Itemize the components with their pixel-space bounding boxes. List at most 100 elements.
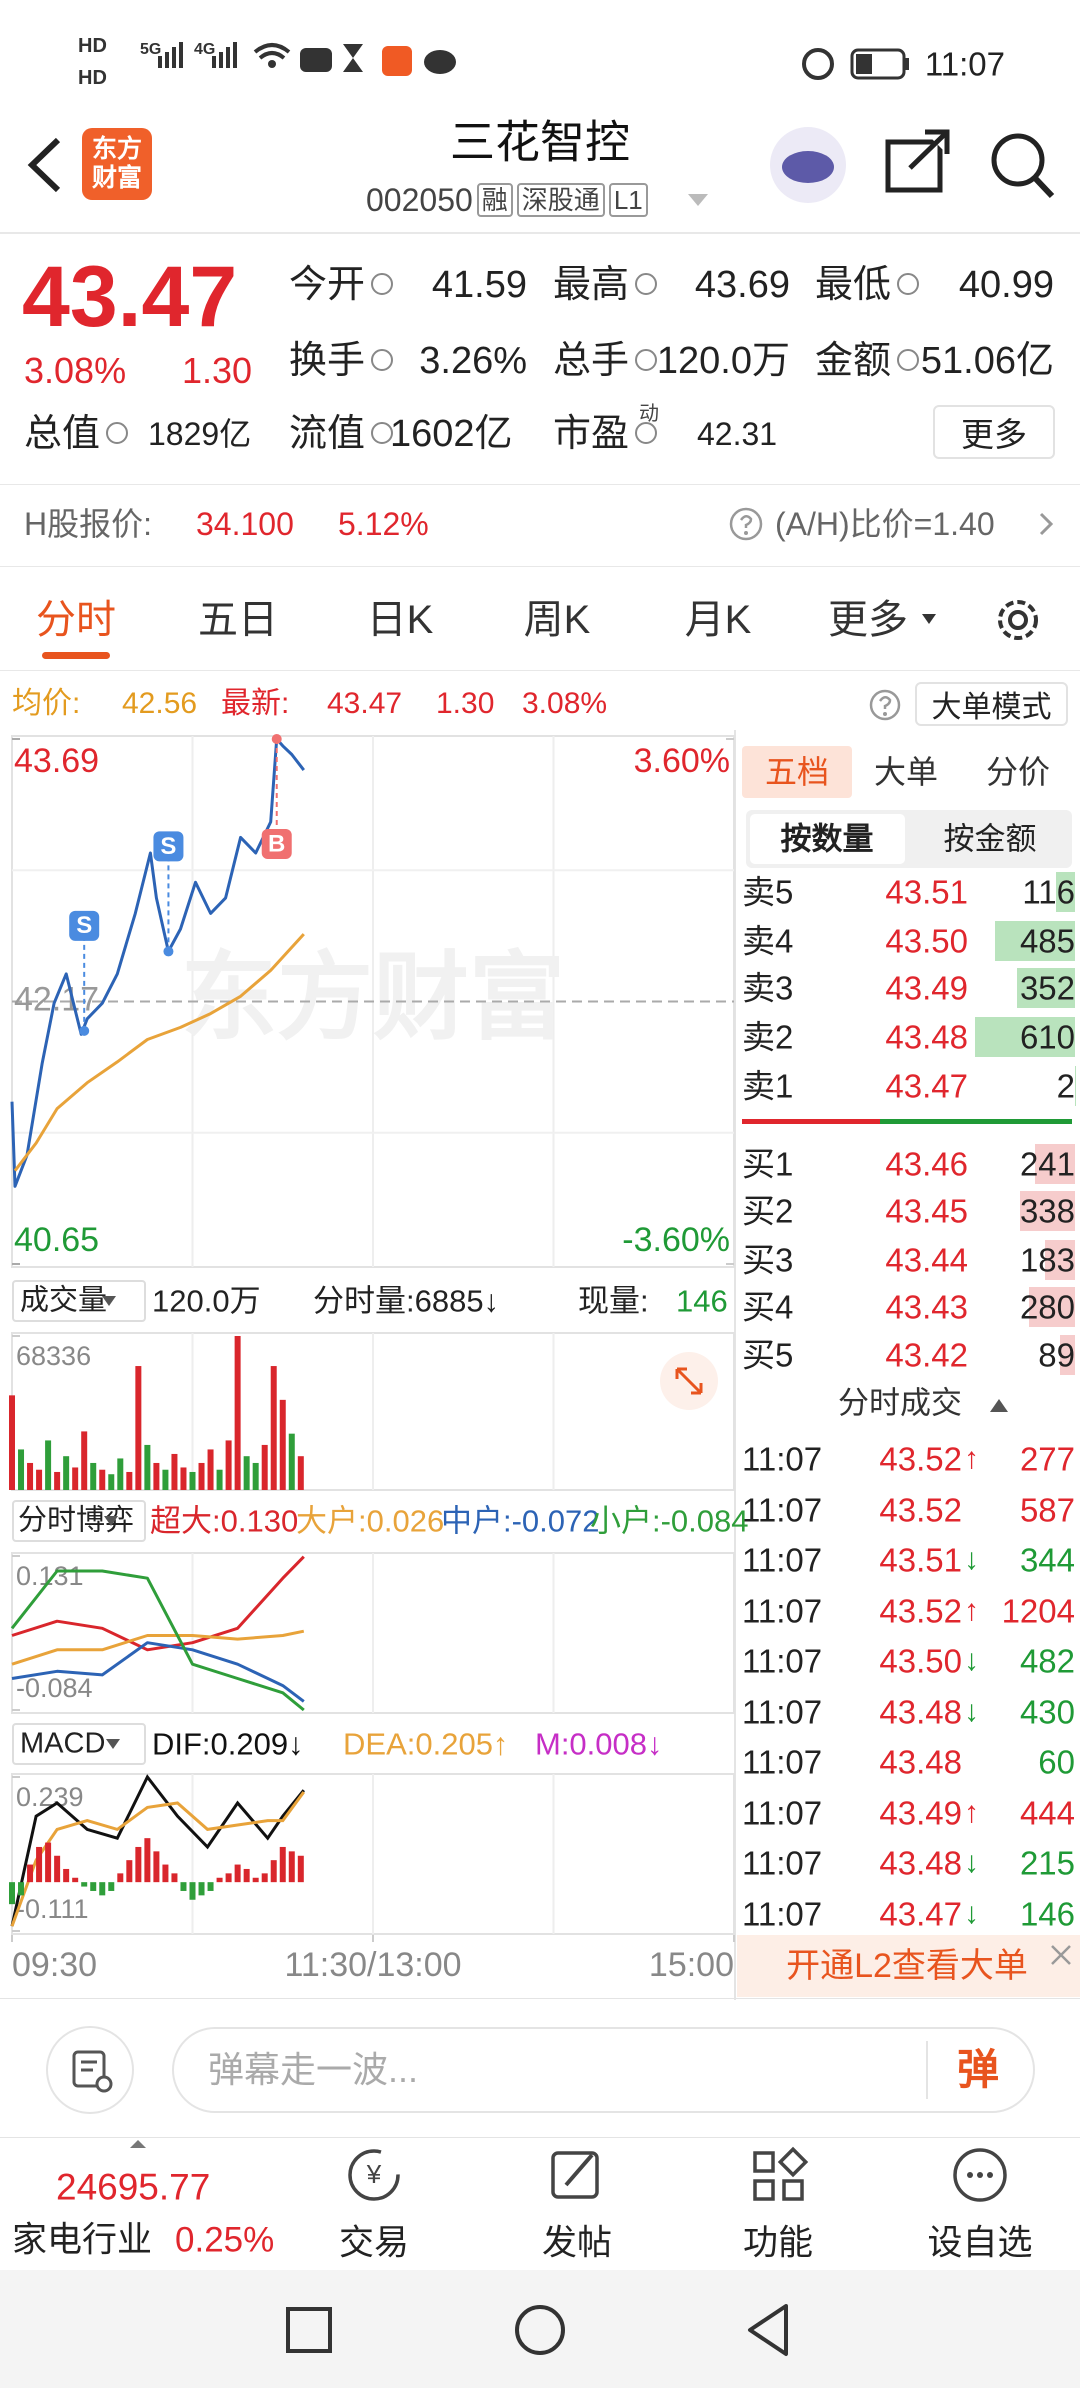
ask-ratio bbox=[880, 1119, 1072, 1124]
help-icon[interactable] bbox=[868, 688, 902, 722]
field-label: 金额 bbox=[815, 340, 892, 382]
home[interactable] bbox=[515, 2305, 565, 2355]
depth-label: 买3 bbox=[742, 1241, 794, 1279]
tab[interactable]: 周K bbox=[523, 598, 591, 642]
tab[interactable]: 日K bbox=[366, 598, 434, 642]
comment-input[interactable] bbox=[172, 2027, 1035, 2113]
nav-item[interactable]: 功能 bbox=[742, 2223, 814, 2263]
field-label: 换手 bbox=[289, 340, 366, 382]
trade-arrow: ↑ bbox=[964, 1442, 979, 1475]
tab[interactable]: 分时 bbox=[36, 598, 116, 642]
info-icon[interactable] bbox=[897, 273, 919, 295]
indicator-value: 146 bbox=[676, 1283, 728, 1319]
field-value: 43.69 bbox=[694, 264, 790, 306]
macd-bar bbox=[18, 1882, 25, 1896]
trade-time: 11:07 bbox=[742, 1844, 823, 1882]
macd-bar bbox=[180, 1882, 187, 1891]
recent-apps[interactable] bbox=[286, 2307, 332, 2353]
latest-price: 43.47 bbox=[327, 687, 403, 720]
tab[interactable]: 更多 bbox=[828, 598, 908, 642]
close-banner[interactable] bbox=[1048, 1942, 1074, 1968]
info-icon[interactable] bbox=[371, 422, 393, 444]
trade-arrow: ↓ bbox=[964, 1644, 979, 1677]
depth-price: 43.43 bbox=[885, 1288, 968, 1326]
chart-frame bbox=[11, 1773, 735, 1935]
trade-volume: 430 bbox=[1019, 1693, 1075, 1730]
share-button[interactable] bbox=[885, 139, 943, 193]
barrage-button[interactable]: 弹 bbox=[956, 2046, 1000, 2093]
indicator-value: DEA:0.205↑ bbox=[343, 1726, 509, 1762]
industry-pct: 0.25% bbox=[175, 2220, 275, 2260]
barrage-settings[interactable] bbox=[46, 2026, 134, 2114]
big-order-mode[interactable]: 大单模式 bbox=[915, 682, 1068, 726]
index-value[interactable]: 24695.77 bbox=[56, 2166, 211, 2208]
system-nav bbox=[0, 2270, 1080, 2388]
l2-link[interactable]: 开通L2查看大单 bbox=[786, 1947, 1028, 1985]
chevron[interactable] bbox=[1036, 510, 1056, 538]
more-dropdown[interactable] bbox=[920, 612, 938, 626]
depth-price: 43.45 bbox=[885, 1192, 968, 1230]
field-value: 1829亿 bbox=[148, 416, 252, 452]
l2-banner[interactable] bbox=[737, 1935, 1080, 1997]
indicator-select[interactable] bbox=[12, 1723, 146, 1765]
macd-bar bbox=[9, 1882, 15, 1905]
indicator-select[interactable] bbox=[12, 1280, 146, 1322]
info-icon[interactable] bbox=[106, 422, 128, 444]
info-icon[interactable] bbox=[635, 273, 657, 295]
info-icon[interactable] bbox=[371, 273, 393, 295]
y-tick-label: 68336 bbox=[16, 1341, 91, 1371]
depth-price: 43.47 bbox=[885, 1067, 968, 1105]
field-label: 流值 bbox=[289, 413, 366, 455]
volume-bar bbox=[117, 1458, 124, 1490]
back-button[interactable] bbox=[27, 137, 61, 193]
info-icon[interactable] bbox=[371, 349, 393, 371]
series-line bbox=[10, 737, 305, 1188]
field-value: 120.0万 bbox=[656, 340, 790, 382]
tab[interactable]: 五日 bbox=[198, 598, 278, 642]
more-button[interactable]: 更多 bbox=[933, 405, 1055, 459]
help-icon[interactable] bbox=[728, 506, 764, 542]
panel-subtab[interactable]: 按数量 bbox=[780, 821, 874, 857]
settings-button[interactable] bbox=[990, 592, 1046, 648]
panel-tab[interactable]: 大单 bbox=[873, 754, 939, 790]
indicator-select[interactable] bbox=[12, 1500, 146, 1542]
tab[interactable]: 月K bbox=[684, 598, 752, 642]
series-line bbox=[10, 1569, 305, 1712]
depth-price: 43.42 bbox=[885, 1336, 968, 1374]
panel-subtab[interactable]: 按金额 bbox=[943, 821, 1037, 857]
indicator-value: 中户:-0.072 bbox=[441, 1503, 600, 1539]
trade-volume: 215 bbox=[1019, 1844, 1075, 1882]
trade-arrow: ↓ bbox=[964, 1694, 979, 1728]
depth-volume: 116 bbox=[1022, 873, 1075, 911]
info-icon[interactable] bbox=[897, 349, 919, 371]
field-label: 市盈 bbox=[553, 413, 630, 455]
nav-item[interactable]: 交易 bbox=[338, 2223, 410, 2263]
volume-bar bbox=[243, 1456, 250, 1490]
latest-change: 1.30 bbox=[436, 687, 495, 720]
change: 1.30 bbox=[182, 350, 253, 391]
trade-price: 43.52 bbox=[879, 1440, 962, 1478]
volume-bar bbox=[9, 1395, 15, 1490]
depth-price: 43.51 bbox=[885, 873, 968, 911]
nav-item[interactable]: 发帖 bbox=[541, 2223, 613, 2263]
expand-icon bbox=[675, 1367, 703, 1395]
macd-bar bbox=[162, 1864, 169, 1883]
industry[interactable]: 家电行业 bbox=[12, 2220, 153, 2260]
panel-tab[interactable]: 分价 bbox=[985, 754, 1051, 790]
volume-bar bbox=[279, 1399, 286, 1490]
info-icon[interactable] bbox=[635, 349, 657, 371]
system-nav-icons bbox=[286, 2304, 788, 2356]
info-icon[interactable] bbox=[635, 422, 657, 444]
status-indicator: 4G bbox=[194, 41, 216, 58]
trade-volume: 344 bbox=[1019, 1541, 1075, 1579]
last-price: 43.47 bbox=[22, 249, 238, 345]
nav-item[interactable]: 设自选 bbox=[927, 2223, 1033, 2263]
back[interactable] bbox=[748, 2304, 788, 2356]
h-share-price: 34.100 bbox=[196, 506, 294, 542]
macd-bar bbox=[297, 1855, 304, 1883]
macd-bar bbox=[171, 1873, 178, 1883]
search-button[interactable] bbox=[991, 133, 1045, 187]
panel-tab[interactable]: 五档 bbox=[764, 754, 830, 790]
code-dropdown[interactable] bbox=[686, 192, 710, 208]
expand-button[interactable] bbox=[660, 1352, 718, 1410]
